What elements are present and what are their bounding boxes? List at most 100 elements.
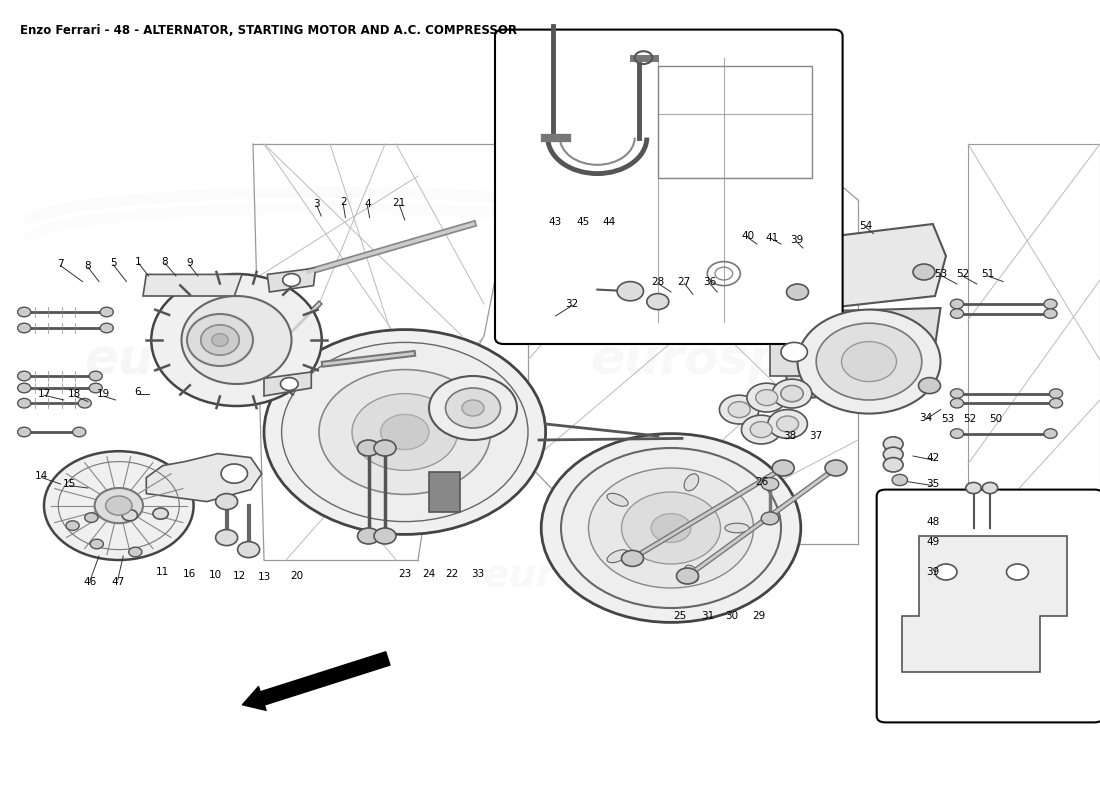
Text: 30: 30 <box>725 611 738 621</box>
Text: 33: 33 <box>471 570 484 579</box>
Circle shape <box>381 414 429 450</box>
Circle shape <box>100 307 113 317</box>
Polygon shape <box>264 372 311 396</box>
Ellipse shape <box>684 474 699 491</box>
Polygon shape <box>143 274 242 296</box>
Circle shape <box>282 342 528 522</box>
Circle shape <box>768 410 807 438</box>
Text: 20: 20 <box>290 571 304 581</box>
Bar <box>770 324 825 376</box>
Text: 8: 8 <box>162 257 168 266</box>
Circle shape <box>221 464 248 483</box>
Circle shape <box>18 398 31 408</box>
Text: 40: 40 <box>741 231 755 241</box>
Ellipse shape <box>211 334 229 346</box>
Circle shape <box>966 482 981 494</box>
Circle shape <box>106 496 132 515</box>
Circle shape <box>429 376 517 440</box>
Ellipse shape <box>152 274 321 406</box>
Text: 21: 21 <box>393 198 406 208</box>
Circle shape <box>264 330 546 534</box>
Circle shape <box>78 398 91 408</box>
Text: 44: 44 <box>603 218 616 227</box>
Circle shape <box>18 383 31 393</box>
Circle shape <box>374 440 396 456</box>
Text: eurospares: eurospares <box>84 336 400 384</box>
Text: 17: 17 <box>37 389 51 398</box>
Circle shape <box>786 284 808 300</box>
Circle shape <box>647 294 669 310</box>
Text: 9: 9 <box>186 258 192 268</box>
Circle shape <box>561 448 781 608</box>
Circle shape <box>913 264 935 280</box>
Text: 5: 5 <box>110 258 117 268</box>
Text: 23: 23 <box>398 570 411 579</box>
Text: 52: 52 <box>956 270 969 279</box>
Circle shape <box>1049 389 1063 398</box>
Text: eurospares: eurospares <box>590 336 906 384</box>
Circle shape <box>756 390 778 406</box>
Text: 14: 14 <box>35 471 48 481</box>
Polygon shape <box>267 268 316 292</box>
Text: 12: 12 <box>233 571 246 581</box>
Text: 46: 46 <box>84 578 97 587</box>
Circle shape <box>617 282 643 301</box>
Ellipse shape <box>607 550 628 562</box>
Circle shape <box>352 394 458 470</box>
Text: 28: 28 <box>651 277 664 286</box>
Circle shape <box>89 371 102 381</box>
Text: 51: 51 <box>981 270 994 279</box>
Ellipse shape <box>182 296 292 384</box>
Text: 2: 2 <box>340 198 346 207</box>
Circle shape <box>950 309 964 318</box>
Circle shape <box>772 379 812 408</box>
Circle shape <box>781 342 807 362</box>
Circle shape <box>781 386 803 402</box>
Text: 19: 19 <box>97 390 110 399</box>
Ellipse shape <box>684 565 699 582</box>
Text: 48: 48 <box>926 517 939 526</box>
Circle shape <box>18 323 31 333</box>
Text: 34: 34 <box>920 413 933 422</box>
Text: 38: 38 <box>783 431 796 441</box>
Text: 16: 16 <box>183 569 196 578</box>
Circle shape <box>883 437 903 451</box>
Text: 10: 10 <box>209 570 222 580</box>
Text: 25: 25 <box>673 611 686 621</box>
Text: 32: 32 <box>565 299 579 309</box>
Circle shape <box>935 564 957 580</box>
Text: 8: 8 <box>85 261 91 270</box>
Circle shape <box>750 422 772 438</box>
Circle shape <box>216 530 238 546</box>
Polygon shape <box>781 308 940 400</box>
Text: 54: 54 <box>859 221 872 230</box>
Polygon shape <box>902 536 1067 672</box>
Ellipse shape <box>725 523 749 533</box>
Text: 39: 39 <box>926 567 939 577</box>
Text: 26: 26 <box>756 477 769 486</box>
Circle shape <box>100 323 113 333</box>
Text: 22: 22 <box>446 570 459 579</box>
Text: 27: 27 <box>678 277 691 286</box>
Polygon shape <box>146 454 262 502</box>
Text: 15: 15 <box>63 479 76 489</box>
Circle shape <box>918 378 940 394</box>
Circle shape <box>319 370 491 494</box>
Text: 3: 3 <box>314 199 320 209</box>
Circle shape <box>728 402 750 418</box>
Text: 24: 24 <box>422 570 436 579</box>
Circle shape <box>761 478 779 490</box>
Bar <box>658 66 812 178</box>
Text: 53: 53 <box>934 269 947 278</box>
Text: 6: 6 <box>134 387 141 397</box>
Text: 7: 7 <box>57 259 64 269</box>
Text: 42: 42 <box>926 454 939 463</box>
Text: 35: 35 <box>926 479 939 489</box>
Text: 1: 1 <box>135 257 142 266</box>
Circle shape <box>374 528 396 544</box>
Circle shape <box>358 440 379 456</box>
Circle shape <box>781 386 803 402</box>
Circle shape <box>651 514 691 542</box>
Ellipse shape <box>607 494 628 506</box>
Bar <box>429 472 460 512</box>
